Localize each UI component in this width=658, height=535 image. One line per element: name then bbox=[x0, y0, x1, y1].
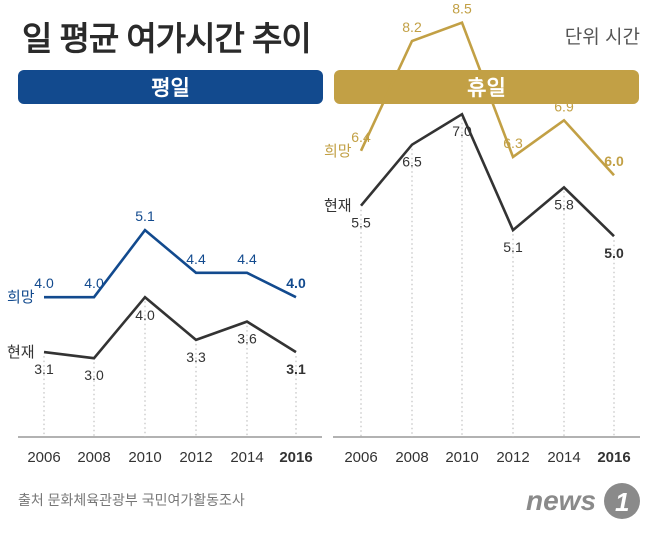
holiday-wish-label: 8.2 bbox=[402, 19, 422, 35]
weekday-xtick-label: 2016 bbox=[279, 449, 312, 466]
weekday-xtick-label: 2008 bbox=[77, 449, 110, 466]
weekday-wish-label: 4.4 bbox=[237, 251, 257, 267]
holiday-current-label: 5.0 bbox=[604, 245, 624, 261]
holiday-xtick-label: 2010 bbox=[445, 449, 478, 466]
news1-logo: news 1 bbox=[526, 483, 640, 519]
holiday-current-line bbox=[360, 112, 615, 238]
holiday-wish-label: 6.9 bbox=[554, 98, 574, 114]
weekday-current-label: 3.1 bbox=[286, 361, 306, 377]
holiday-xtick-label: 2008 bbox=[395, 449, 428, 466]
holiday-current-label: 6.5 bbox=[402, 154, 422, 170]
holiday-current-label: 5.1 bbox=[503, 239, 523, 255]
holiday-xtick-label: 2016 bbox=[597, 449, 630, 466]
holiday-wish-label: 6.0 bbox=[604, 153, 624, 169]
weekday-wish-label: 4.0 bbox=[286, 275, 306, 291]
weekday-xtick-label: 2006 bbox=[27, 449, 60, 466]
weekday-legend-wish: 희망 bbox=[7, 289, 35, 306]
holiday-wish-label: 6.4 bbox=[351, 129, 371, 145]
weekday-xtick-label: 2010 bbox=[128, 449, 161, 466]
holiday-wish-label: 8.5 bbox=[452, 1, 472, 17]
svg-text:news: news bbox=[526, 485, 596, 516]
svg-text:1: 1 bbox=[615, 487, 629, 517]
holiday-wish-line bbox=[359, 21, 615, 177]
weekday-wish-label: 4.0 bbox=[84, 275, 104, 291]
weekday-wish-line bbox=[44, 228, 297, 299]
weekday-xtick-label: 2012 bbox=[179, 449, 212, 466]
holiday-xtick-label: 2014 bbox=[547, 449, 580, 466]
holiday-current-label: 5.5 bbox=[351, 215, 371, 231]
page-title: 일 평균 여가시간 추이 bbox=[22, 20, 312, 57]
source-note: 출처 문화체육관광부 국민여가활동조사 bbox=[18, 492, 245, 508]
weekday-current-label: 3.3 bbox=[186, 349, 206, 365]
unit-label: 단위 시간 bbox=[564, 27, 640, 48]
holiday-xtick-label: 2006 bbox=[344, 449, 377, 466]
holiday-current-label: 7.0 bbox=[452, 123, 472, 139]
weekday-current-label: 3.6 bbox=[237, 331, 257, 347]
weekday-wish-label: 4.4 bbox=[186, 251, 206, 267]
holiday-wish-label: 6.3 bbox=[503, 135, 523, 151]
holiday-current-label: 5.8 bbox=[554, 196, 574, 212]
weekday-current-label: 4.0 bbox=[135, 307, 155, 323]
weekday-current-label: 3.0 bbox=[84, 367, 104, 383]
weekday-wish-label: 5.1 bbox=[135, 208, 155, 224]
weekday-legend-current: 현재 bbox=[7, 344, 35, 361]
weekday-current-line bbox=[43, 295, 297, 360]
holiday-xtick-label: 2012 bbox=[496, 449, 529, 466]
holiday-legend-current: 현재 bbox=[324, 198, 352, 215]
holiday-legend-wish: 희망 bbox=[324, 143, 352, 160]
weekday-xtick-label: 2014 bbox=[230, 449, 263, 466]
weekday-wish-label: 4.0 bbox=[34, 275, 54, 291]
weekday-panel-header: 평일 bbox=[18, 70, 323, 104]
weekday-current-label: 3.1 bbox=[34, 361, 54, 377]
